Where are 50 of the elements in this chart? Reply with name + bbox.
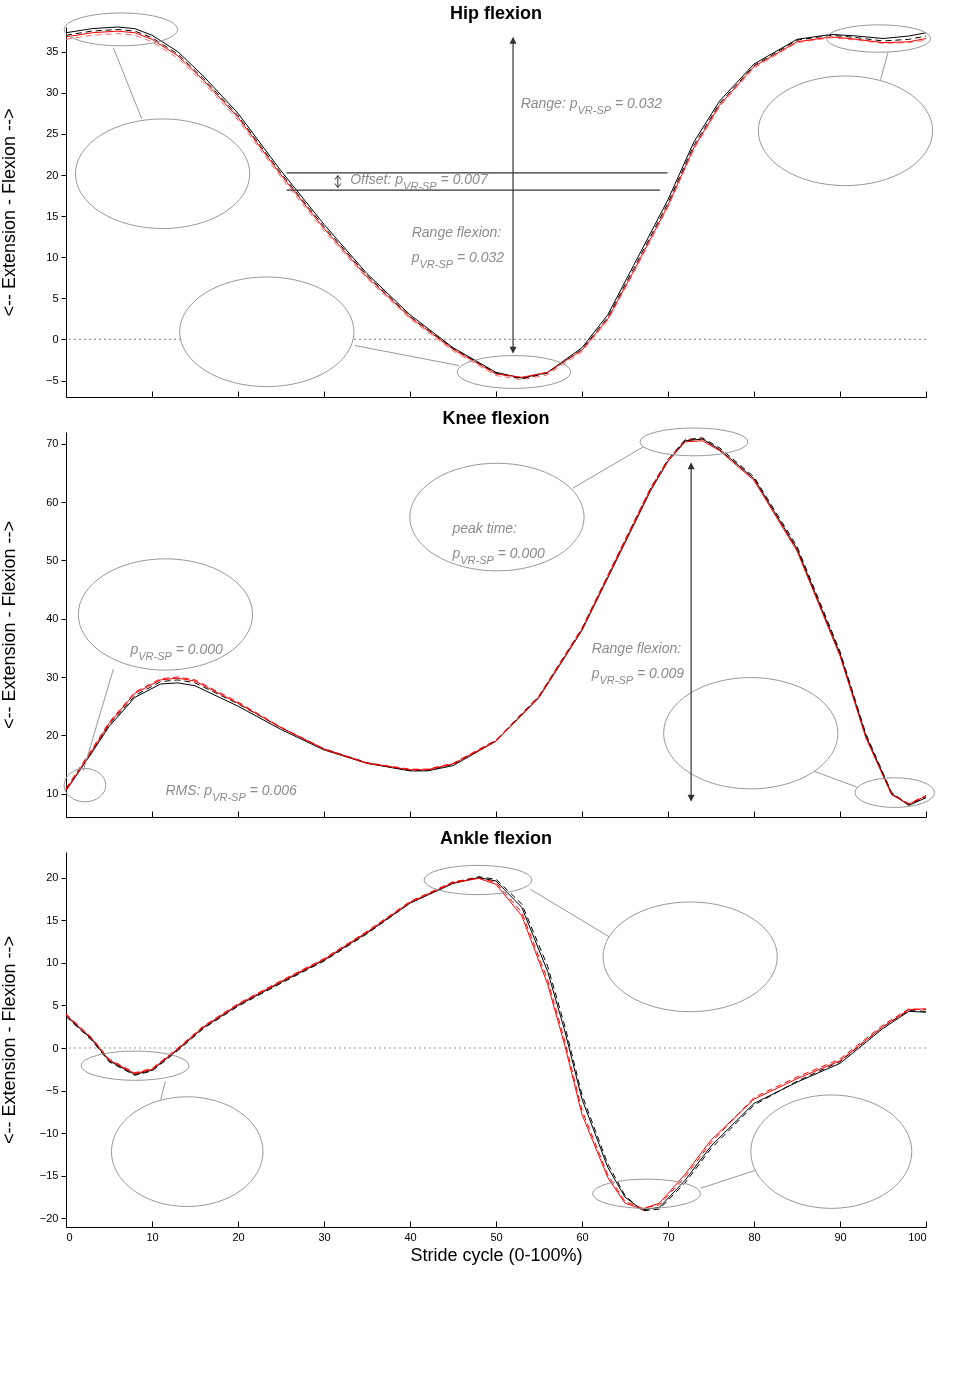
- annotation: Range flexion: p$_{VR-SP}$ = 0.032: [410, 223, 505, 270]
- annotation: p$_{VR-SP}$ = 0.000: [129, 641, 224, 663]
- x-tick-label: 80: [748, 1230, 761, 1243]
- y-tick-label: 10: [46, 250, 59, 263]
- annotation: Offset: p$_{VR-SP}$ = 0.007: [350, 170, 489, 192]
- chart-title: Hip flexion: [449, 2, 543, 23]
- y-tick-label: 35: [46, 45, 59, 58]
- x-tick-label: 100: [908, 1230, 927, 1243]
- y-axis-title: <-- Extension - Flexion -->: [0, 108, 19, 317]
- y-tick-label: 40: [46, 612, 59, 625]
- y-tick-label: 10: [46, 956, 59, 969]
- chart-title: Ankle flexion: [439, 828, 553, 848]
- x-tick-label: 40: [404, 1230, 417, 1243]
- y-tick-label: 30: [46, 86, 59, 99]
- x-tick-label: 20: [232, 1230, 245, 1243]
- y-tick-label: 5: [52, 291, 59, 304]
- y-tick-label: 15: [46, 209, 59, 222]
- chart-title: Knee flexion: [442, 408, 550, 428]
- y-tick-label: −10: [39, 1126, 59, 1139]
- y-tick-label: 70: [46, 437, 59, 450]
- y-tick-label: 30: [46, 670, 59, 683]
- y-tick-label: −20: [39, 1211, 59, 1224]
- annotation: RMS: p$_{VR-SP}$ = 0.006: [165, 782, 297, 804]
- y-axis-title: <-- Extension - Flexion -->: [0, 520, 19, 730]
- y-tick-label: 15: [46, 913, 59, 926]
- y-tick-label: 50: [46, 553, 59, 566]
- annotation: peak time: p$_{VR-SP}$ = 0.000: [451, 519, 546, 566]
- y-tick-label: −5: [45, 1084, 59, 1097]
- y-axis-title: <-- Extension - Flexion -->: [0, 935, 19, 1145]
- y-tick-label: 20: [46, 728, 59, 741]
- annotation: Range flexion: p$_{VR-SP}$ = 0.009: [590, 639, 685, 686]
- y-tick-label: −15: [39, 1169, 59, 1182]
- y-tick-label: 20: [46, 871, 59, 884]
- y-tick-label: 5: [52, 998, 59, 1011]
- y-tick-label: 10: [46, 787, 59, 800]
- x-axis-title: Stride cycle (0-100%): [410, 1244, 583, 1265]
- y-tick-label: 20: [46, 168, 59, 181]
- x-tick-label: 70: [662, 1230, 675, 1243]
- y-tick-label: 25: [46, 127, 59, 140]
- annotation: Range: p$_{VR-SP}$ = 0.032: [520, 94, 663, 116]
- x-tick-label: 90: [834, 1230, 847, 1243]
- x-tick-label: 30: [318, 1230, 331, 1243]
- x-tick-label: 50: [490, 1230, 503, 1243]
- y-tick-label: −5: [45, 374, 59, 387]
- x-tick-label: 10: [146, 1230, 159, 1243]
- y-tick-label: 0: [52, 1041, 59, 1054]
- x-tick-label: 60: [576, 1230, 589, 1243]
- y-tick-label: 0: [52, 332, 59, 345]
- x-tick-label: 0: [66, 1230, 73, 1243]
- y-tick-label: 60: [46, 495, 59, 508]
